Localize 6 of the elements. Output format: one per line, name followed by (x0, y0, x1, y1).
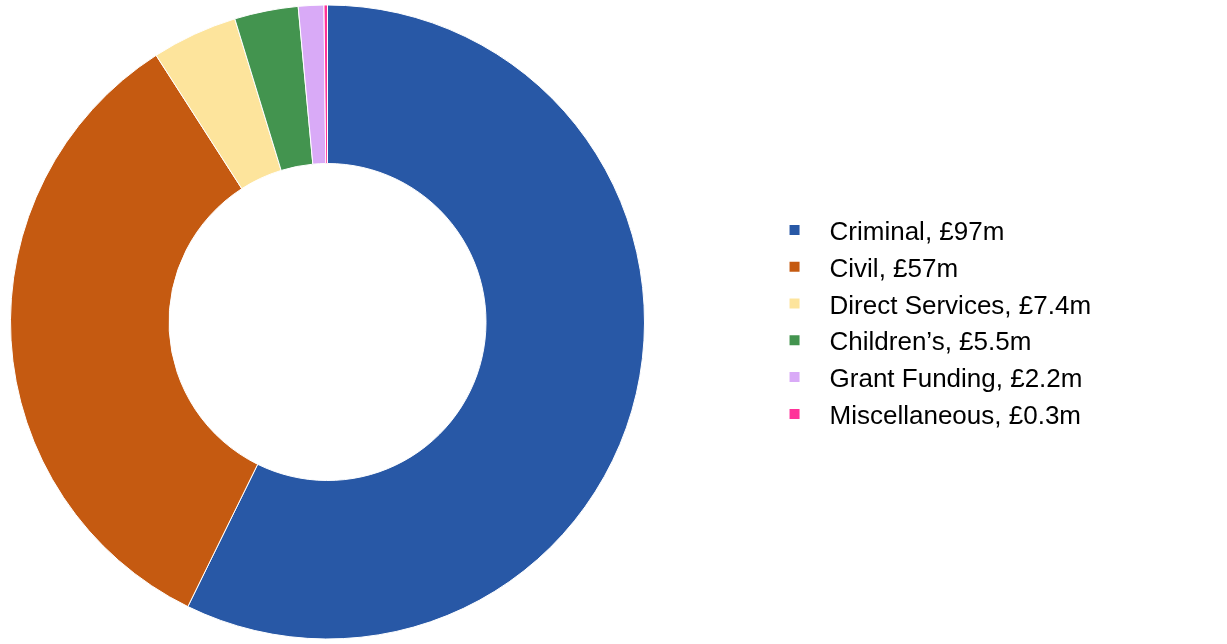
legend-label: Miscellaneous, £0.3m (829, 400, 1082, 431)
legend-label: Direct Services, £7.4m (829, 289, 1092, 320)
legend-label: Grant Funding, £2.2m (829, 363, 1083, 394)
legend-label: Children’s, £5.5m (829, 326, 1032, 357)
legend-label: Civil, £57m (829, 252, 959, 283)
legend-label: Criminal, £97m (829, 216, 1005, 247)
